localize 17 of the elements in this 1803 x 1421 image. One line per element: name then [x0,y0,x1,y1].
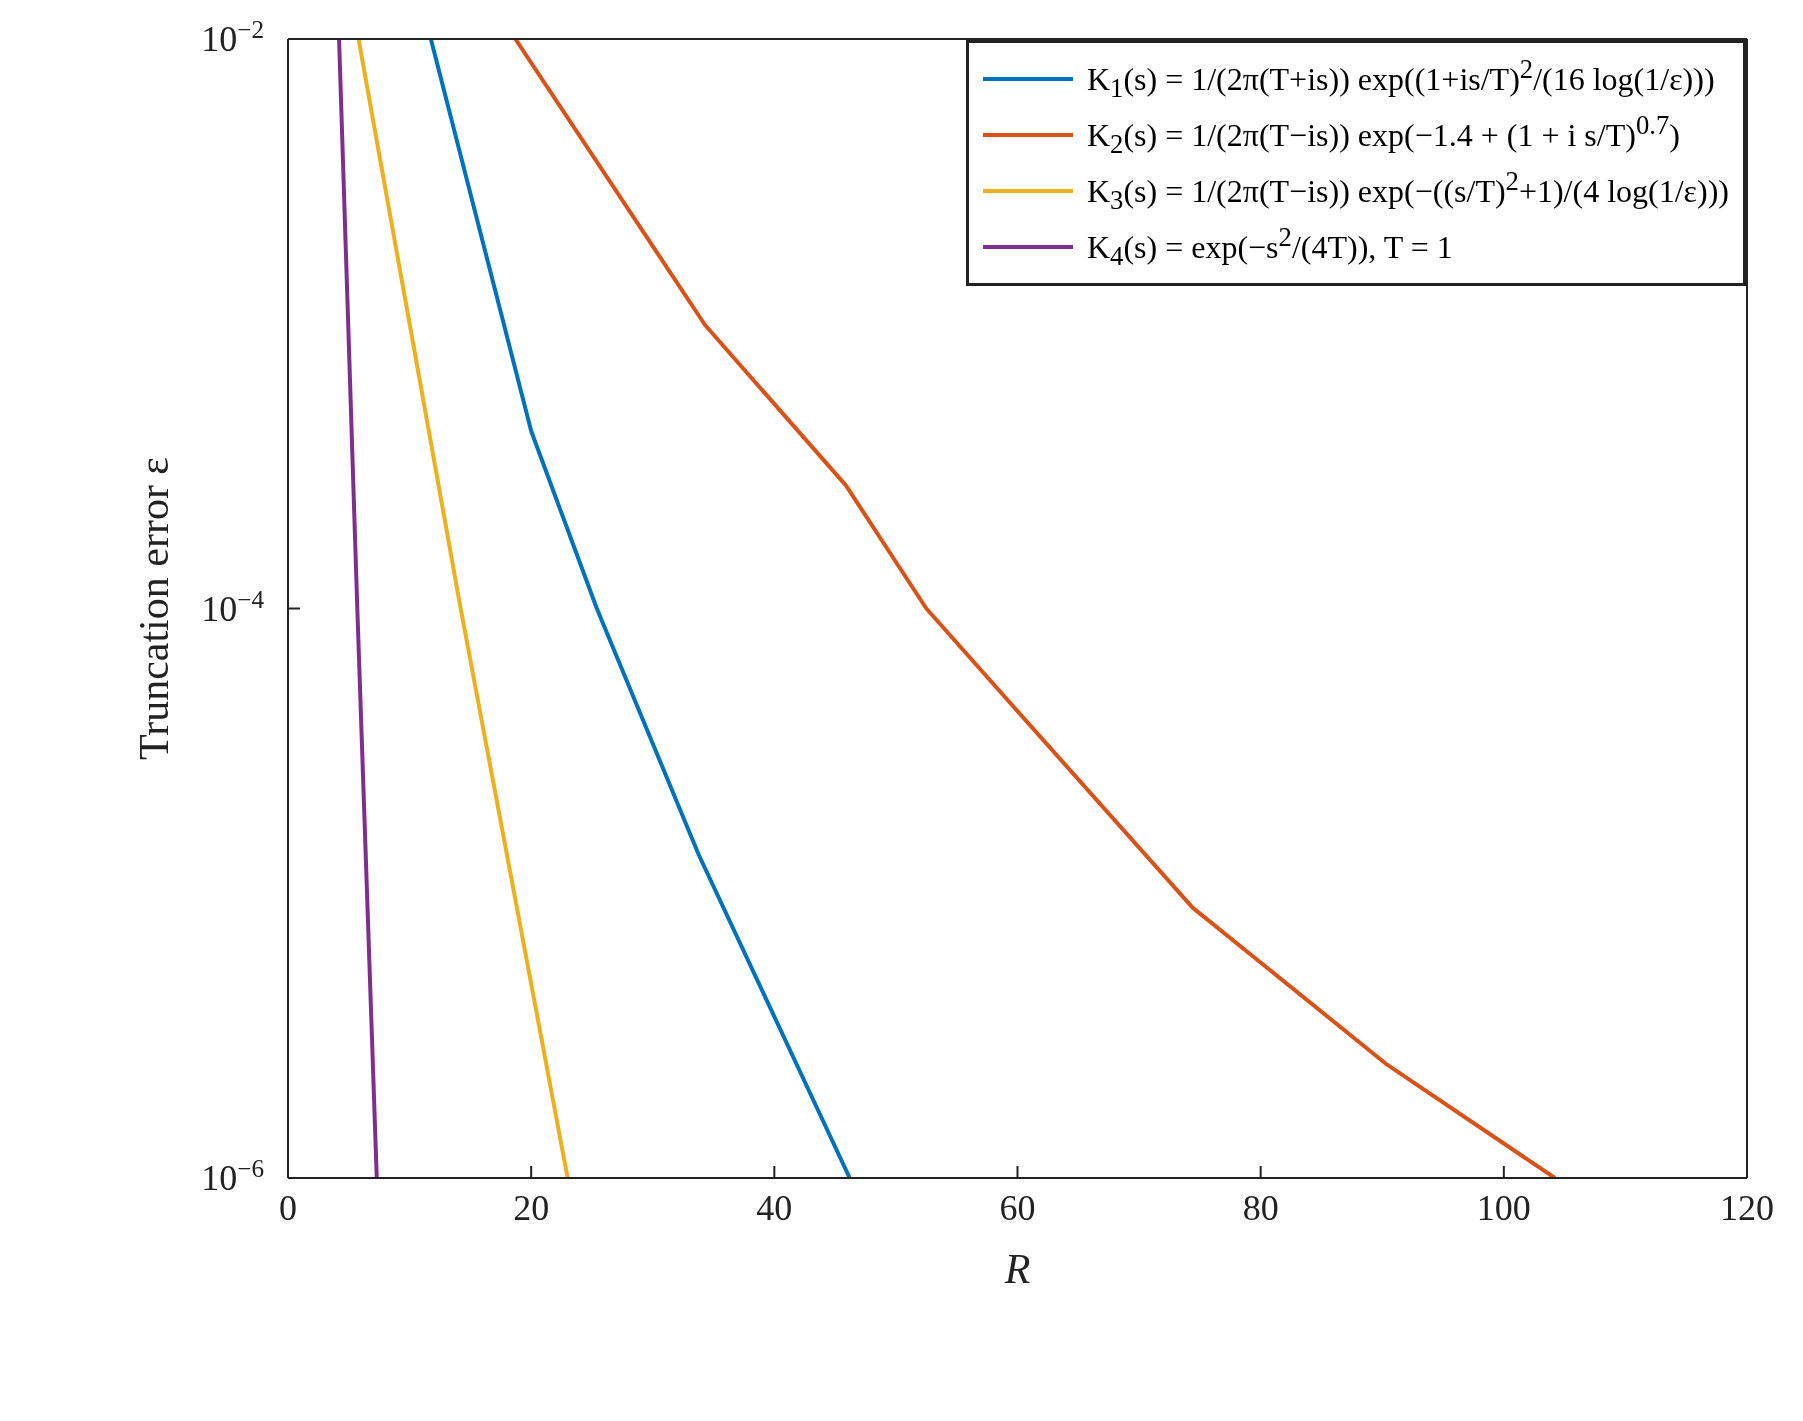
y-tick-label: 10$^{−4}$ [201,585,265,629]
x-tick-label: 100 [1476,1188,1531,1228]
legend-label: K$_{2}$(s) = 1/(2π(T−is)) exp(−1.4 + (1 + i s/T)$^{0.7}$) [1086,109,1680,161]
y-axis-title: Truncation error ε [130,456,177,761]
y-tick-label: 10$^{−6}$ [201,1154,264,1198]
x-tick-label: 40 [756,1188,793,1228]
x-tick-label: 0 [279,1188,297,1228]
legend-label: K$_{1}$(s) = 1/(2π(T+is)) exp((1+is/T)$^{2}$/(16 log(1/ε))) [1086,53,1715,105]
x-tick-label: 20 [513,1188,550,1228]
x-axis-title: R [1003,1246,1031,1292]
x-tick-label: 80 [1242,1188,1279,1228]
x-tick-label: 120 [1720,1188,1774,1228]
x-tick-label: 60 [999,1188,1036,1228]
legend-label: K$_{4}$(s) = exp(−s$^{2}$/(4T)), T = 1 [1086,221,1453,273]
y-tick-label: 10$^{−2}$ [201,15,264,59]
legend-label: K$_{3}$(s) = 1/(2π(T−is)) exp(−((s/T)$^{2}$+1)/(4 log(1/ε))) [1086,165,1729,217]
line-series [428,39,852,1178]
